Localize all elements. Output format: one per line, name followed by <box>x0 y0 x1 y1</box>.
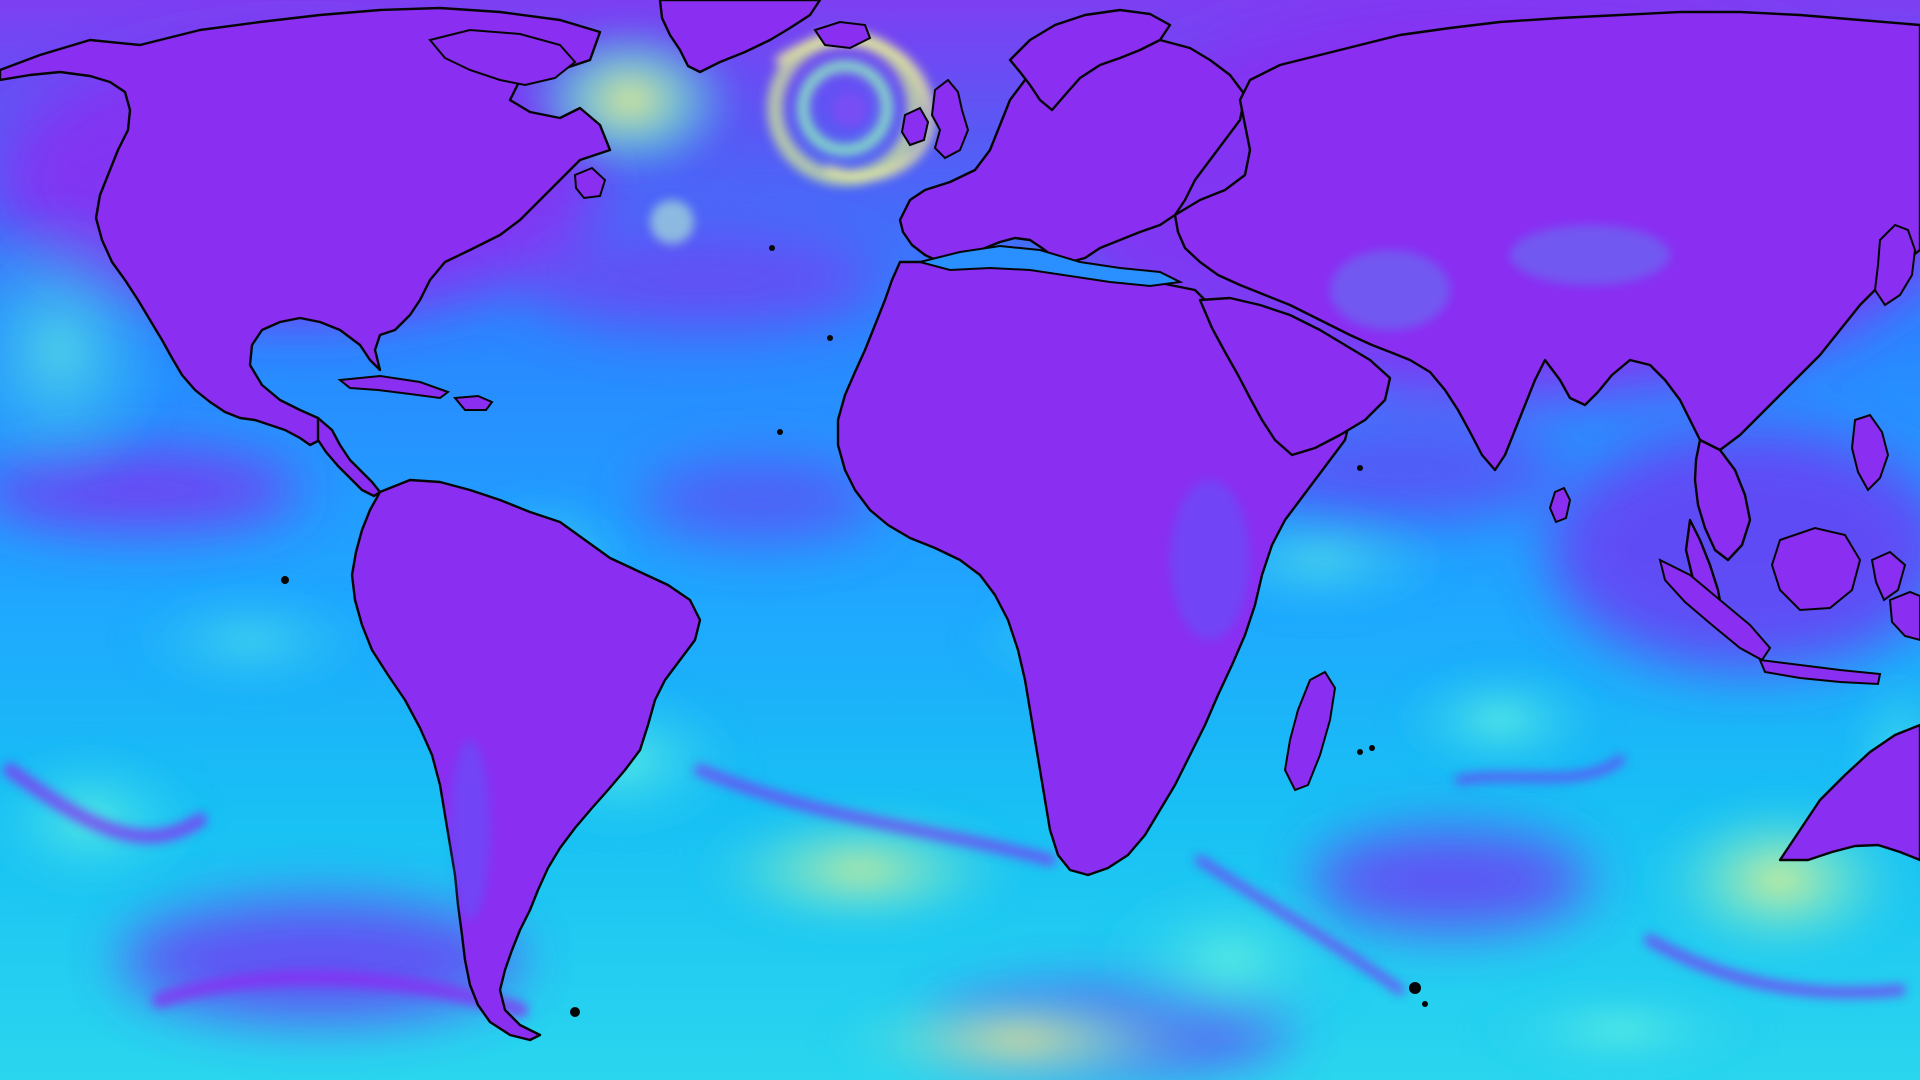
island-speck <box>827 335 833 341</box>
iceland <box>813 20 872 50</box>
arabian-peninsula <box>1198 296 1392 457</box>
newfoundland <box>573 166 607 200</box>
great-britain <box>930 78 970 160</box>
island-speck <box>1357 749 1363 755</box>
island-speck <box>769 245 775 251</box>
japan <box>1873 223 1917 307</box>
island-speck <box>281 576 289 584</box>
indochina <box>1693 438 1752 562</box>
island-speck <box>1409 982 1421 994</box>
island-speck <box>1369 745 1375 751</box>
ireland <box>900 106 930 147</box>
island-speck <box>777 429 783 435</box>
java <box>1758 658 1882 686</box>
south-america <box>350 478 702 1042</box>
baffin-island <box>428 28 577 87</box>
hispaniola <box>453 394 494 411</box>
cuba <box>337 374 451 400</box>
philippines <box>1850 413 1890 492</box>
central-america <box>316 416 382 498</box>
island-speck <box>1422 1001 1428 1007</box>
sulawesi <box>1870 550 1907 602</box>
island-speck <box>1357 465 1363 471</box>
australia <box>1778 723 1920 862</box>
new-guinea <box>1888 590 1920 642</box>
greenland <box>658 0 822 74</box>
madagascar <box>1283 670 1337 792</box>
mediterranean-sea <box>916 244 1184 288</box>
borneo <box>1770 526 1862 612</box>
island-speck <box>570 1007 580 1017</box>
scandinavia <box>1008 8 1172 112</box>
terrain-texture <box>450 225 1670 920</box>
sri-lanka <box>1548 486 1572 524</box>
